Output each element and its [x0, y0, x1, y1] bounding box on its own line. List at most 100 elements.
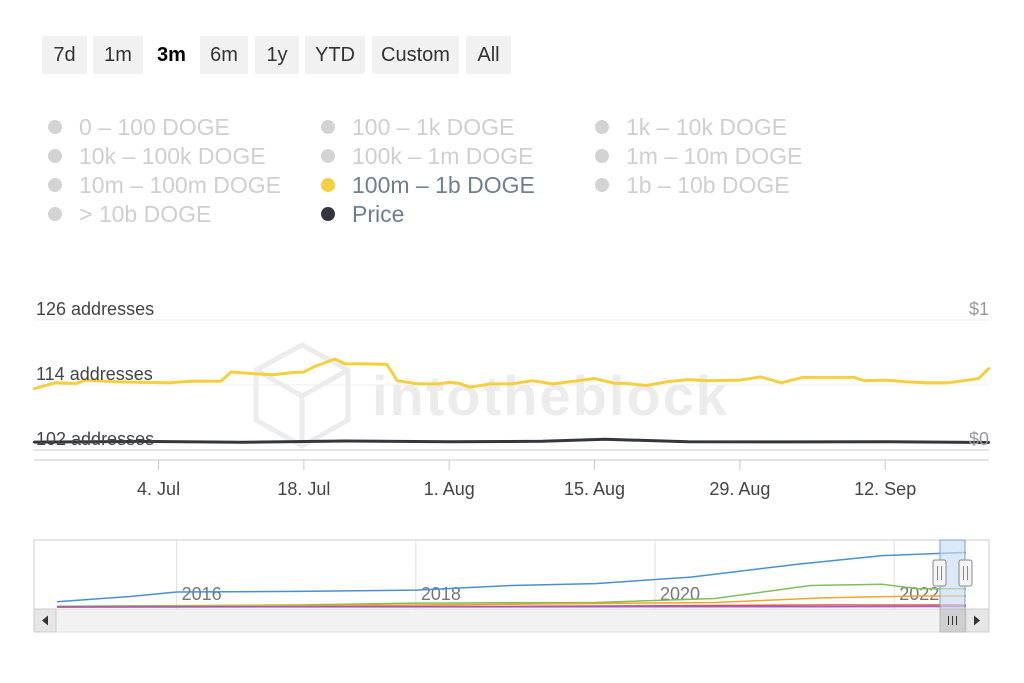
data-point-100m-1b-doge: [250, 372, 254, 375]
range-button-custom[interactable]: Custom: [372, 36, 459, 74]
data-point-100m-1b-doge: [614, 382, 617, 385]
legend-item-0-100-doge[interactable]: 0 – 100 DOGE: [48, 113, 230, 142]
data-point-100m-1b-doge: [385, 363, 389, 366]
data-point-100m-1b-doge: [53, 381, 56, 384]
legend-label: 1m – 10m DOGE: [626, 143, 803, 169]
legend-dot-icon: [321, 119, 335, 134]
x-axis-label: 1. Aug: [424, 479, 475, 499]
legend-label: 100k – 1m DOGE: [352, 143, 534, 169]
data-point-price: [541, 440, 544, 443]
data-point-100m-1b-doge: [489, 382, 492, 386]
legend-item-10k-100k-doge[interactable]: 10k – 100k DOGE: [48, 142, 266, 171]
data-point-100m-1b-doge: [344, 362, 347, 366]
legend-dot-icon: [48, 119, 62, 134]
data-point-100m-1b-doge: [365, 362, 368, 366]
data-point-100m-1b-doge: [313, 365, 316, 368]
chevron-left-icon: [42, 615, 48, 626]
legend-dot-icon: [595, 177, 609, 192]
data-point-price: [686, 440, 690, 443]
data-point-100m-1b-doge: [510, 382, 513, 386]
range-button-1y[interactable]: 1y: [255, 36, 299, 74]
data-point-100m-1b-doge: [780, 381, 783, 384]
y-axis-label-left: 114 addresses: [36, 364, 153, 384]
legend-label: 0 – 100 DOGE: [79, 114, 230, 140]
data-point-100m-1b-doge: [136, 381, 139, 384]
navigator-grid: [176, 540, 895, 609]
data-point-100m-1b-doge: [987, 367, 991, 370]
legend-item-100m-1b-doge[interactable]: 100m – 1b DOGE: [321, 171, 535, 200]
range-button-7d[interactable]: 7d: [42, 36, 87, 74]
legend-item-10b-doge[interactable]: > 10b DOGE: [48, 200, 211, 229]
scrollbar-track[interactable]: [33, 608, 990, 633]
data-point-100m-1b-doge: [967, 378, 970, 382]
legend-label: 1b – 10b DOGE: [626, 172, 790, 198]
legend-label: 10m – 100m DOGE: [79, 172, 281, 198]
legend-dot-icon: [321, 177, 335, 192]
legend-item-10m-100m-doge[interactable]: 10m – 100m DOGE: [48, 171, 281, 200]
navigator-series-line: [56, 583, 966, 608]
navigator-year-label: 2018: [421, 584, 461, 604]
y-axis-label-right: $0: [969, 429, 989, 449]
watermark-text: intotheblock: [372, 364, 729, 427]
data-point-100m-1b-doge: [925, 381, 928, 384]
range-button-6m[interactable]: 6m: [200, 36, 248, 74]
data-point-price: [344, 439, 347, 443]
data-point-100m-1b-doge: [416, 382, 420, 386]
legend-item-1m-10m-doge[interactable]: 1m – 10m DOGE: [595, 142, 802, 171]
data-point-100m-1b-doge: [904, 380, 908, 383]
navigator-year-label: 2016: [182, 584, 222, 604]
data-point-100m-1b-doge: [593, 377, 596, 380]
data-point-100m-1b-doge: [852, 376, 856, 379]
legend-item-100k-1m-doge[interactable]: 100k – 1m DOGE: [321, 142, 534, 171]
scrollbar[interactable]: [33, 608, 990, 633]
legend-dot-icon: [48, 148, 62, 163]
data-point-price: [448, 440, 451, 443]
navigator-background: [33, 539, 990, 610]
range-button-ytd[interactable]: YTD: [305, 36, 365, 74]
data-point-100m-1b-doge: [551, 382, 555, 386]
legend-dot-icon: [48, 177, 62, 192]
legend-dot-icon: [595, 148, 609, 163]
legend-label: > 10b DOGE: [79, 201, 212, 227]
data-point-100m-1b-doge: [292, 371, 295, 374]
series-line-price: [33, 437, 990, 444]
data-point-100m-1b-doge: [84, 378, 88, 382]
legend-dot-icon: [595, 119, 609, 134]
data-point-100m-1b-doge: [624, 382, 627, 385]
data-point-100m-1b-doge: [188, 380, 191, 383]
data-point-100m-1b-doge: [531, 379, 534, 382]
range-button-1m[interactable]: 1m: [93, 36, 143, 74]
x-axis-label: 29. Aug: [709, 479, 770, 499]
navigator-handle-right[interactable]: [958, 559, 973, 587]
data-point-price: [884, 440, 887, 443]
legend-item-price[interactable]: Price: [321, 200, 404, 229]
data-point-100m-1b-doge: [468, 386, 472, 389]
chevron-right-icon: [974, 615, 980, 626]
navigator[interactable]: 2016 2018 2020 2022: [0, 530, 1024, 650]
data-point-100m-1b-doge: [759, 375, 762, 379]
navigator-series-line: [56, 605, 967, 608]
range-button-3m[interactable]: 3m: [149, 36, 194, 74]
x-axis-label: 12. Sep: [854, 479, 916, 499]
data-point-100m-1b-doge: [219, 380, 222, 383]
data-point-100m-1b-doge: [645, 384, 648, 387]
data-point-100m-1b-doge: [666, 380, 669, 383]
legend-item-1k-10k-doge[interactable]: 1k – 10k DOGE: [595, 113, 787, 142]
data-point-100m-1b-doge: [230, 370, 233, 374]
data-point-100m-1b-doge: [437, 382, 440, 386]
data-point-100m-1b-doge: [801, 376, 804, 379]
legend-label: 100m – 1b DOGE: [352, 172, 535, 198]
navigator-handle-left[interactable]: [932, 559, 947, 587]
y-axis-label-left: 126 addresses: [36, 299, 154, 319]
data-point-100m-1b-doge: [115, 380, 119, 383]
data-point-100m-1b-doge: [396, 379, 399, 382]
legend-dot-icon: [48, 206, 62, 221]
range-button-all[interactable]: All: [466, 36, 511, 74]
data-point-price: [136, 440, 139, 443]
legend-item-100-1k-doge[interactable]: 100 – 1k DOGE: [321, 113, 514, 142]
data-point-100m-1b-doge: [333, 357, 337, 361]
legend-item-1b-10b-doge[interactable]: 1b – 10b DOGE: [595, 171, 790, 200]
x-axis-label: 4. Jul: [137, 479, 180, 499]
data-point-100m-1b-doge: [167, 381, 171, 384]
legend-label: 100 – 1k DOGE: [352, 114, 515, 140]
